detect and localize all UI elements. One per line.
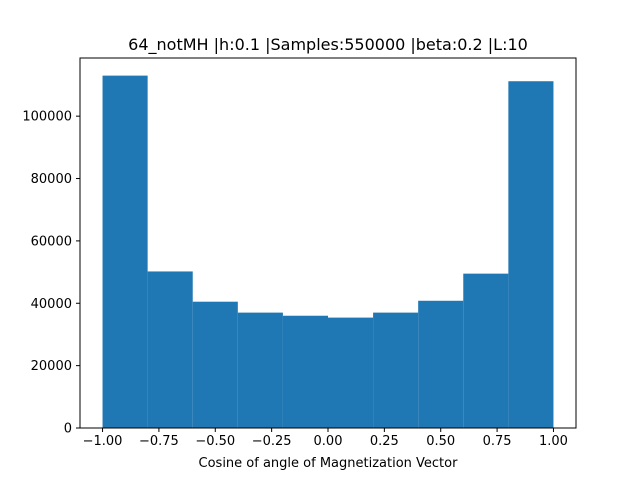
histogram-bar <box>463 273 509 428</box>
y-tick-label: 80000 <box>31 172 72 187</box>
x-tick-label: 0.75 <box>483 434 512 449</box>
y-tick-label: 0 <box>64 422 72 437</box>
histogram-bar <box>328 317 374 428</box>
plot-frame <box>79 57 577 429</box>
y-tick-label: 100000 <box>22 110 72 125</box>
y-tick-label: 40000 <box>31 297 72 312</box>
x-tick-label: −1.00 <box>83 434 123 449</box>
histogram-bar <box>508 81 554 429</box>
y-axis-ticks: 0 20000 40000 60000 80000 100000 <box>22 110 80 437</box>
x-axis-ticks: −1.00 −0.75 −0.50 −0.25 0.00 0.25 0.50 0.75 1.00 <box>83 428 568 449</box>
x-tick-label: 0.00 <box>314 434 343 449</box>
y-tick-label: 20000 <box>31 359 72 374</box>
histogram-bar <box>102 75 148 428</box>
histogram-bar <box>192 301 238 428</box>
histogram-bars <box>102 75 554 429</box>
histogram-bar <box>237 312 283 428</box>
y-tick-label: 60000 <box>31 234 72 249</box>
x-tick-label: 1.00 <box>539 434 568 449</box>
histogram-bar <box>282 315 328 428</box>
histogram-bar <box>147 271 193 428</box>
x-axis-label: Cosine of angle of Magnetization Vector <box>199 456 459 471</box>
x-tick-label: 0.25 <box>370 434 399 449</box>
x-tick-label: −0.75 <box>139 434 179 449</box>
x-tick-label: −0.25 <box>252 434 292 449</box>
histogram-bar <box>373 312 419 428</box>
chart-title: 64_notMH |h:0.1 |Samples:550000 |beta:0.… <box>128 35 528 55</box>
x-tick-label: 0.50 <box>426 434 455 449</box>
histogram-bar <box>418 300 464 428</box>
x-tick-label: −0.50 <box>195 434 235 449</box>
